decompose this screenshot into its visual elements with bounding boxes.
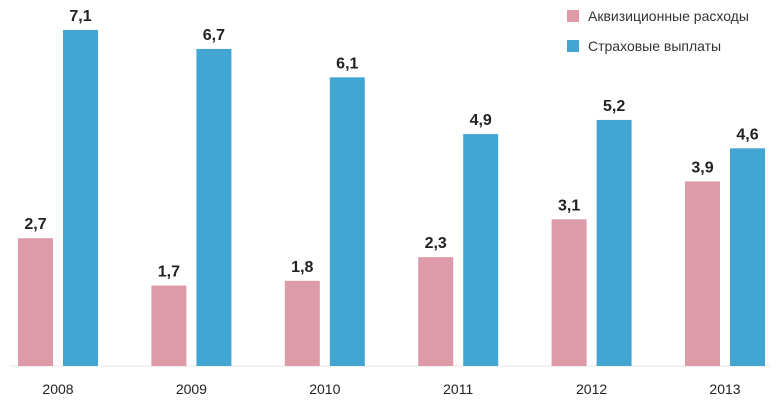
legend-swatch-claims [567,40,579,52]
value-label-acquisition-2012: 3,1 [558,197,580,214]
value-label-acquisition-2013: 3,9 [691,159,713,176]
bars-group [18,30,765,367]
bar-acquisition-2010 [284,280,320,366]
x-tick-labels-group: 2008 2009 2010 2011 2012 2013 [42,381,740,397]
legend-swatch-acquisition [567,10,579,22]
bar-acquisition-2012 [551,219,587,366]
bar-claims-2012 [596,119,632,366]
value-labels-group: 2,7 7,1 1,7 6,7 1,8 6,1 2,3 4,9 3,1 5,2 3,9 4,6 [24,8,758,281]
value-label-acquisition-2010: 1,8 [291,259,313,276]
legend-item-acquisition: Аквизиционные расходы [567,7,749,25]
bar-claims-2009 [196,48,232,367]
value-label-claims-2010: 6,1 [336,55,358,72]
legend-label-acquisition: Аквизиционные расходы [588,8,749,24]
legend-item-claims: Страховые выплаты [567,37,749,55]
bar-acquisition-2011 [418,257,454,366]
value-label-claims-2011: 4,9 [470,112,492,129]
bar-claims-2010 [329,77,365,366]
value-label-acquisition-2009: 1,7 [158,264,180,281]
x-tick-label-2013: 2013 [709,381,740,397]
x-tick-label-2012: 2012 [576,381,607,397]
value-label-claims-2008: 7,1 [69,8,91,25]
x-tick-label-2009: 2009 [176,381,207,397]
x-tick-label-2010: 2010 [309,381,340,397]
value-label-claims-2009: 6,7 [203,27,225,44]
bar-claims-2013 [730,148,765,366]
legend: Аквизиционные расходы Страховые выплаты [567,7,749,67]
value-label-claims-2013: 4,6 [736,126,758,143]
bar-acquisition-2009 [151,285,187,366]
value-label-acquisition-2011: 2,3 [425,235,447,252]
value-label-acquisition-2008: 2,7 [24,216,46,233]
bar-acquisition-2013 [685,181,720,366]
x-tick-label-2011: 2011 [443,381,473,397]
bar-claims-2008 [63,30,98,366]
x-tick-label-2008: 2008 [42,381,73,397]
legend-label-claims: Страховые выплаты [588,38,722,54]
bar-acquisition-2008 [18,238,53,366]
bar-claims-2011 [463,134,499,366]
value-label-claims-2012: 5,2 [603,98,625,115]
